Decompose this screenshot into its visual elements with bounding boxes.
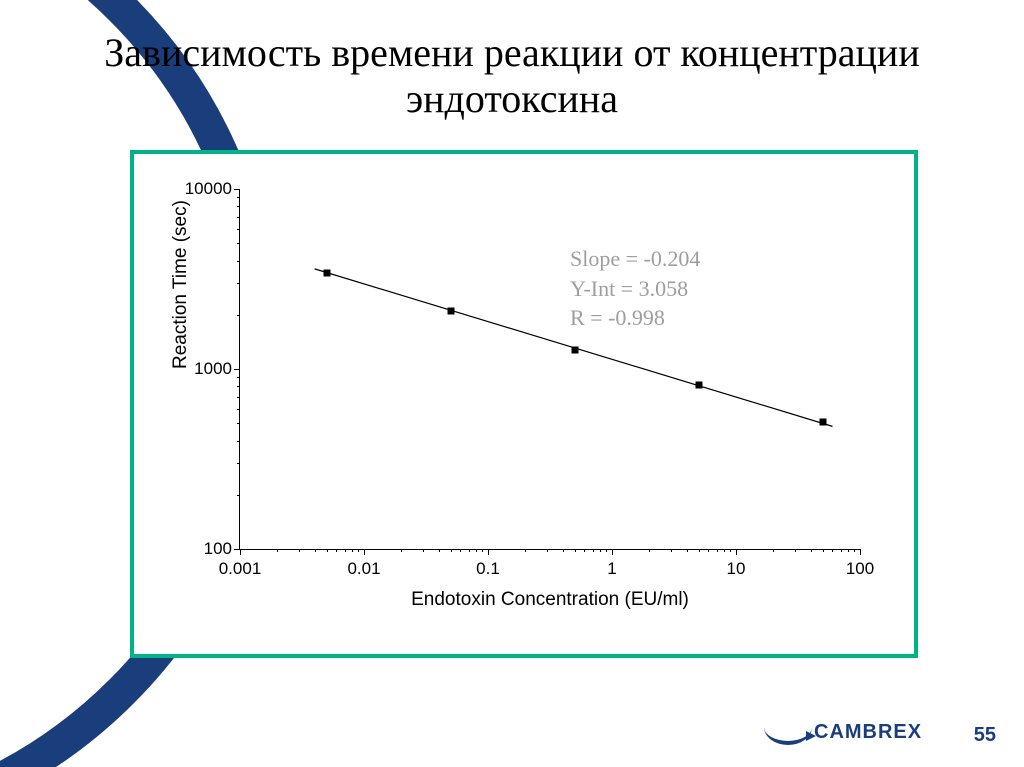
x-tick-label: 0.001 [219, 559, 262, 579]
chart-frame: Reaction Time (sec) Endotoxin Concentrat… [130, 150, 918, 658]
data-point [695, 382, 702, 389]
slide: Зависимость времени реакции от концентра… [0, 0, 1024, 767]
x-tick-label: 0.1 [476, 559, 500, 579]
y-tick-label: 1000 [194, 359, 232, 379]
data-point [819, 419, 826, 426]
x-tick-label: 10 [727, 559, 746, 579]
data-point [571, 346, 578, 353]
y-tick-label: 10000 [185, 179, 232, 199]
brand-logo: CAMBREX [764, 719, 954, 749]
data-point [323, 270, 330, 277]
chart-plot-area: Reaction Time (sec) Endotoxin Concentrat… [239, 189, 860, 550]
page-number: 55 [974, 724, 996, 747]
x-axis-label: Endotoxin Concentration (EU/ml) [240, 589, 860, 611]
data-point [447, 308, 454, 315]
y-axis-label: Reaction Time (sec) [170, 200, 192, 369]
chart-svg [240, 189, 860, 549]
logo-text: CAMBREX [814, 721, 922, 744]
slide-title: Зависимость времени реакции от концентра… [0, 30, 1024, 122]
x-tick-label: 1 [607, 559, 616, 579]
chart-annotation: Slope = -0.204Y-Int = 3.058R = -0.998 [570, 244, 700, 333]
logo-swoosh-icon [764, 727, 812, 745]
x-tick-label: 100 [846, 559, 874, 579]
y-tick-label: 100 [204, 539, 232, 559]
x-tick-label: 0.01 [347, 559, 380, 579]
